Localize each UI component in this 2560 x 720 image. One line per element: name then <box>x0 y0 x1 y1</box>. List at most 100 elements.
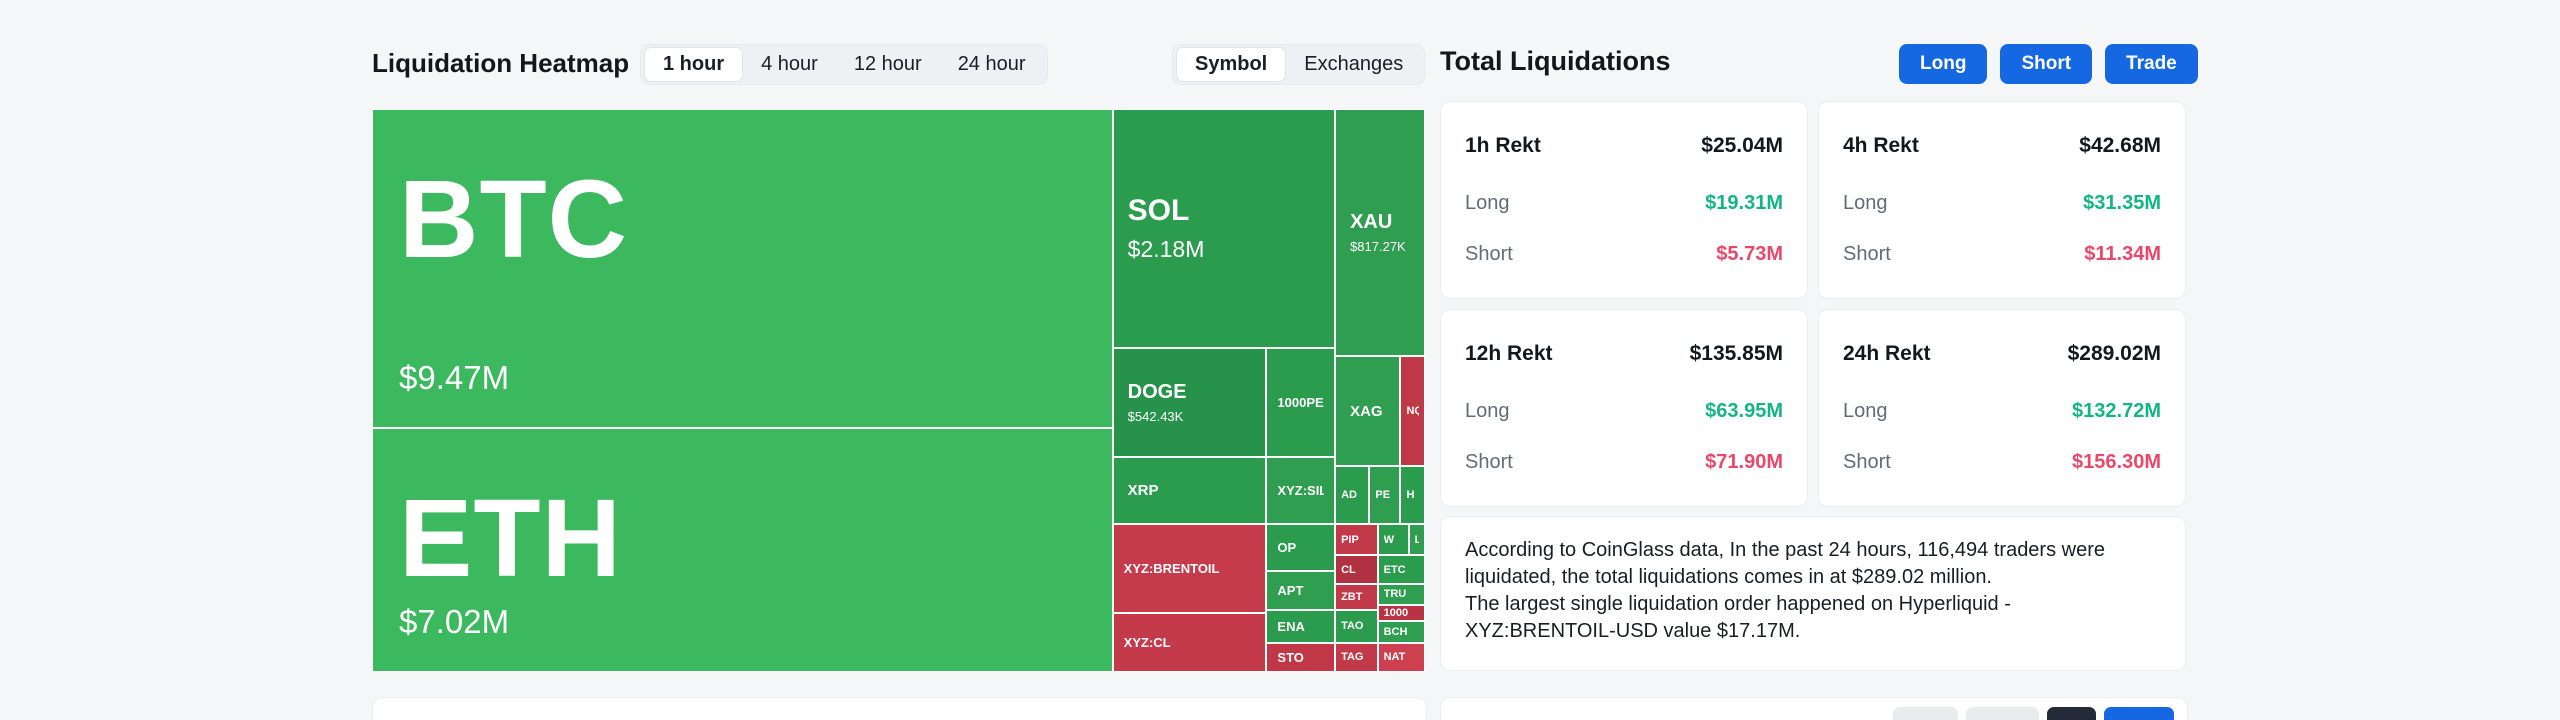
treemap-cell-PIP[interactable]: PIP <box>1335 524 1378 556</box>
long-button[interactable]: Long <box>1899 44 1988 84</box>
summary-line-2: The largest single liquidation order hap… <box>1465 593 2011 642</box>
cell-symbol: L <box>1415 534 1419 546</box>
cell-symbol: 1000PEP <box>1277 395 1324 411</box>
short-button[interactable]: Short <box>2000 44 2093 84</box>
trade-button[interactable]: Trade <box>2105 44 2198 84</box>
card-total: $289.02M <box>2067 342 2161 365</box>
cell-symbol: XRP <box>1127 482 1159 500</box>
treemap-cell-H[interactable]: H <box>1400 465 1425 525</box>
cell-symbol: W <box>1383 533 1394 546</box>
action-buttons: Long Short Trade <box>1899 44 2198 84</box>
short-value: $156.30M <box>2072 451 2161 473</box>
long-value: $19.31M <box>1705 192 1783 214</box>
cell-symbol: XAG <box>1350 402 1383 420</box>
short-label: Short <box>1843 243 1891 265</box>
cell-symbol: CL <box>1341 563 1356 576</box>
cell-symbol: TRU <box>1383 588 1407 601</box>
tab-4-hour[interactable]: 4 hour <box>761 53 818 75</box>
treemap-cell-OP[interactable]: OP <box>1266 524 1336 571</box>
treemap-cell-DOGE[interactable]: DOGE $542.43K <box>1112 347 1267 458</box>
tab-24-hour[interactable]: 24 hour <box>957 53 1026 75</box>
treemap-cell-SOL[interactable]: SOL $2.18M <box>1112 109 1336 348</box>
cell-symbol: ETH <box>399 481 622 597</box>
treemap-cell-XYZ:CL[interactable]: XYZ:CL <box>1112 612 1267 672</box>
long-label: Long <box>1843 192 1888 214</box>
tab-1-hour[interactable]: 1 hour <box>644 47 744 82</box>
treemap-cell-TAG[interactable]: TAG <box>1335 642 1378 672</box>
tab-symbol[interactable]: Symbol <box>1176 47 1287 82</box>
treemap-cell-ZBT[interactable]: ZBT <box>1335 583 1378 611</box>
treemap-cell-PE[interactable]: PE <box>1369 465 1401 525</box>
long-label: Long <box>1843 400 1888 422</box>
cell-symbol: DOGE <box>1127 381 1187 404</box>
tab-12-hour[interactable]: 12 hour <box>853 53 922 75</box>
cell-symbol: SOL <box>1127 193 1190 227</box>
card-total: $42.68M <box>2079 134 2161 157</box>
page-title: Liquidation Heatmap <box>372 48 630 78</box>
treemap-cell-XAG[interactable]: XAG <box>1335 356 1401 466</box>
cell-symbol: NAT <box>1383 651 1406 664</box>
bottom-pill-1[interactable] <box>1893 707 1958 720</box>
treemap-cell-ENA[interactable]: ENA <box>1266 610 1336 643</box>
treemap-cell-ETC[interactable]: ETC <box>1377 555 1425 584</box>
treemap-cell-APT[interactable]: APT <box>1266 570 1336 611</box>
treemap-cell-STO[interactable]: STO <box>1266 642 1336 672</box>
cell-symbol: OP <box>1277 540 1297 556</box>
cell-value: $7.02M <box>399 602 510 640</box>
cell-symbol: BTC <box>399 162 629 278</box>
bottom-pill-3[interactable] <box>2047 707 2096 720</box>
treemap-cell-TAO[interactable]: TAO <box>1335 610 1378 643</box>
cell-symbol: APT <box>1277 582 1304 598</box>
cell-value: $2.18M <box>1127 235 1205 262</box>
bottom-pill-2[interactable] <box>1966 707 2039 720</box>
treemap-cell-XRP[interactable]: XRP <box>1112 457 1267 525</box>
treemap-cell-BTC[interactable]: BTC $9.47M <box>372 109 1113 429</box>
rekt-card-4h: 4h Rekt $42.68M Long $31.35M Short $11.3… <box>1818 101 2186 299</box>
rekt-card-24h: 24h Rekt $289.02M Long $132.72M Short $1… <box>1818 309 2186 507</box>
card-title: 4h Rekt <box>1843 134 1919 157</box>
card-title: 24h Rekt <box>1843 342 1931 365</box>
short-value: $11.34M <box>2084 243 2161 265</box>
treemap-cell-ETH[interactable]: ETH $7.02M <box>372 428 1113 672</box>
cell-symbol: ZBT <box>1341 590 1363 603</box>
treemap-cell-XAU[interactable]: XAU $817.27K <box>1335 109 1425 357</box>
bottom-left-card <box>372 697 1427 720</box>
tab-exchanges[interactable]: Exchanges <box>1304 53 1404 75</box>
cell-symbol: PIP <box>1341 533 1359 546</box>
treemap-cell-NAT[interactable]: NAT <box>1377 642 1425 672</box>
treemap-cell-1000[interactable]: 1000 <box>1377 605 1425 622</box>
treemap-cell-L[interactable]: L <box>1408 524 1425 556</box>
long-value: $63.95M <box>1705 400 1783 422</box>
cell-symbol: BCH <box>1383 626 1408 639</box>
cell-symbol: NQ <box>1406 405 1419 418</box>
bottom-pill-4[interactable] <box>2104 707 2174 720</box>
rekt-card-12h: 12h Rekt $135.85M Long $63.95M Short $71… <box>1440 309 1808 507</box>
cell-symbol: PE <box>1375 489 1391 502</box>
short-label: Short <box>1465 243 1513 265</box>
treemap-cell-TRU[interactable]: TRU <box>1377 583 1425 605</box>
cell-value: $817.27K <box>1350 239 1406 255</box>
cell-symbol: H <box>1406 489 1415 502</box>
timeframe-tabs: 1 hour 4 hour 12 hour 24 hour <box>640 44 1048 85</box>
treemap-cell-BCH[interactable]: BCH <box>1377 621 1425 643</box>
cell-symbol: XYZ:SIL <box>1277 483 1325 499</box>
treemap: BTC $9.47M ETH $7.02M SOL $2.18M XAU $817.27K DO… <box>372 109 1425 672</box>
total-liquidations-title: Total Liquidations <box>1440 46 1671 76</box>
card-title: 12h Rekt <box>1465 342 1553 365</box>
cell-symbol: XYZ:CL <box>1123 634 1171 650</box>
long-label: Long <box>1465 400 1510 422</box>
treemap-cell-XYZ:SIL[interactable]: XYZ:SIL <box>1266 457 1336 525</box>
treemap-cell-NQ[interactable]: NQ <box>1400 356 1425 466</box>
treemap-cell-1000PEP[interactable]: 1000PEP <box>1266 347 1336 458</box>
treemap-cell-XYZ:BRENTOIL[interactable]: XYZ:BRENTOIL <box>1112 524 1267 613</box>
short-label: Short <box>1843 451 1891 473</box>
summary-line-1: According to CoinGlass data, In the past… <box>1465 539 2105 588</box>
treemap-cell-CL[interactable]: CL <box>1335 555 1378 584</box>
treemap-cell-W[interactable]: W <box>1377 524 1409 556</box>
cell-symbol: TAG <box>1341 651 1364 664</box>
cell-symbol: AD <box>1341 489 1357 502</box>
treemap-cell-AD[interactable]: AD <box>1335 465 1370 525</box>
cell-symbol: 1000 <box>1383 607 1409 620</box>
rekt-cards: 1h Rekt $25.04M Long $19.31M Short $5.73… <box>1440 101 2186 507</box>
